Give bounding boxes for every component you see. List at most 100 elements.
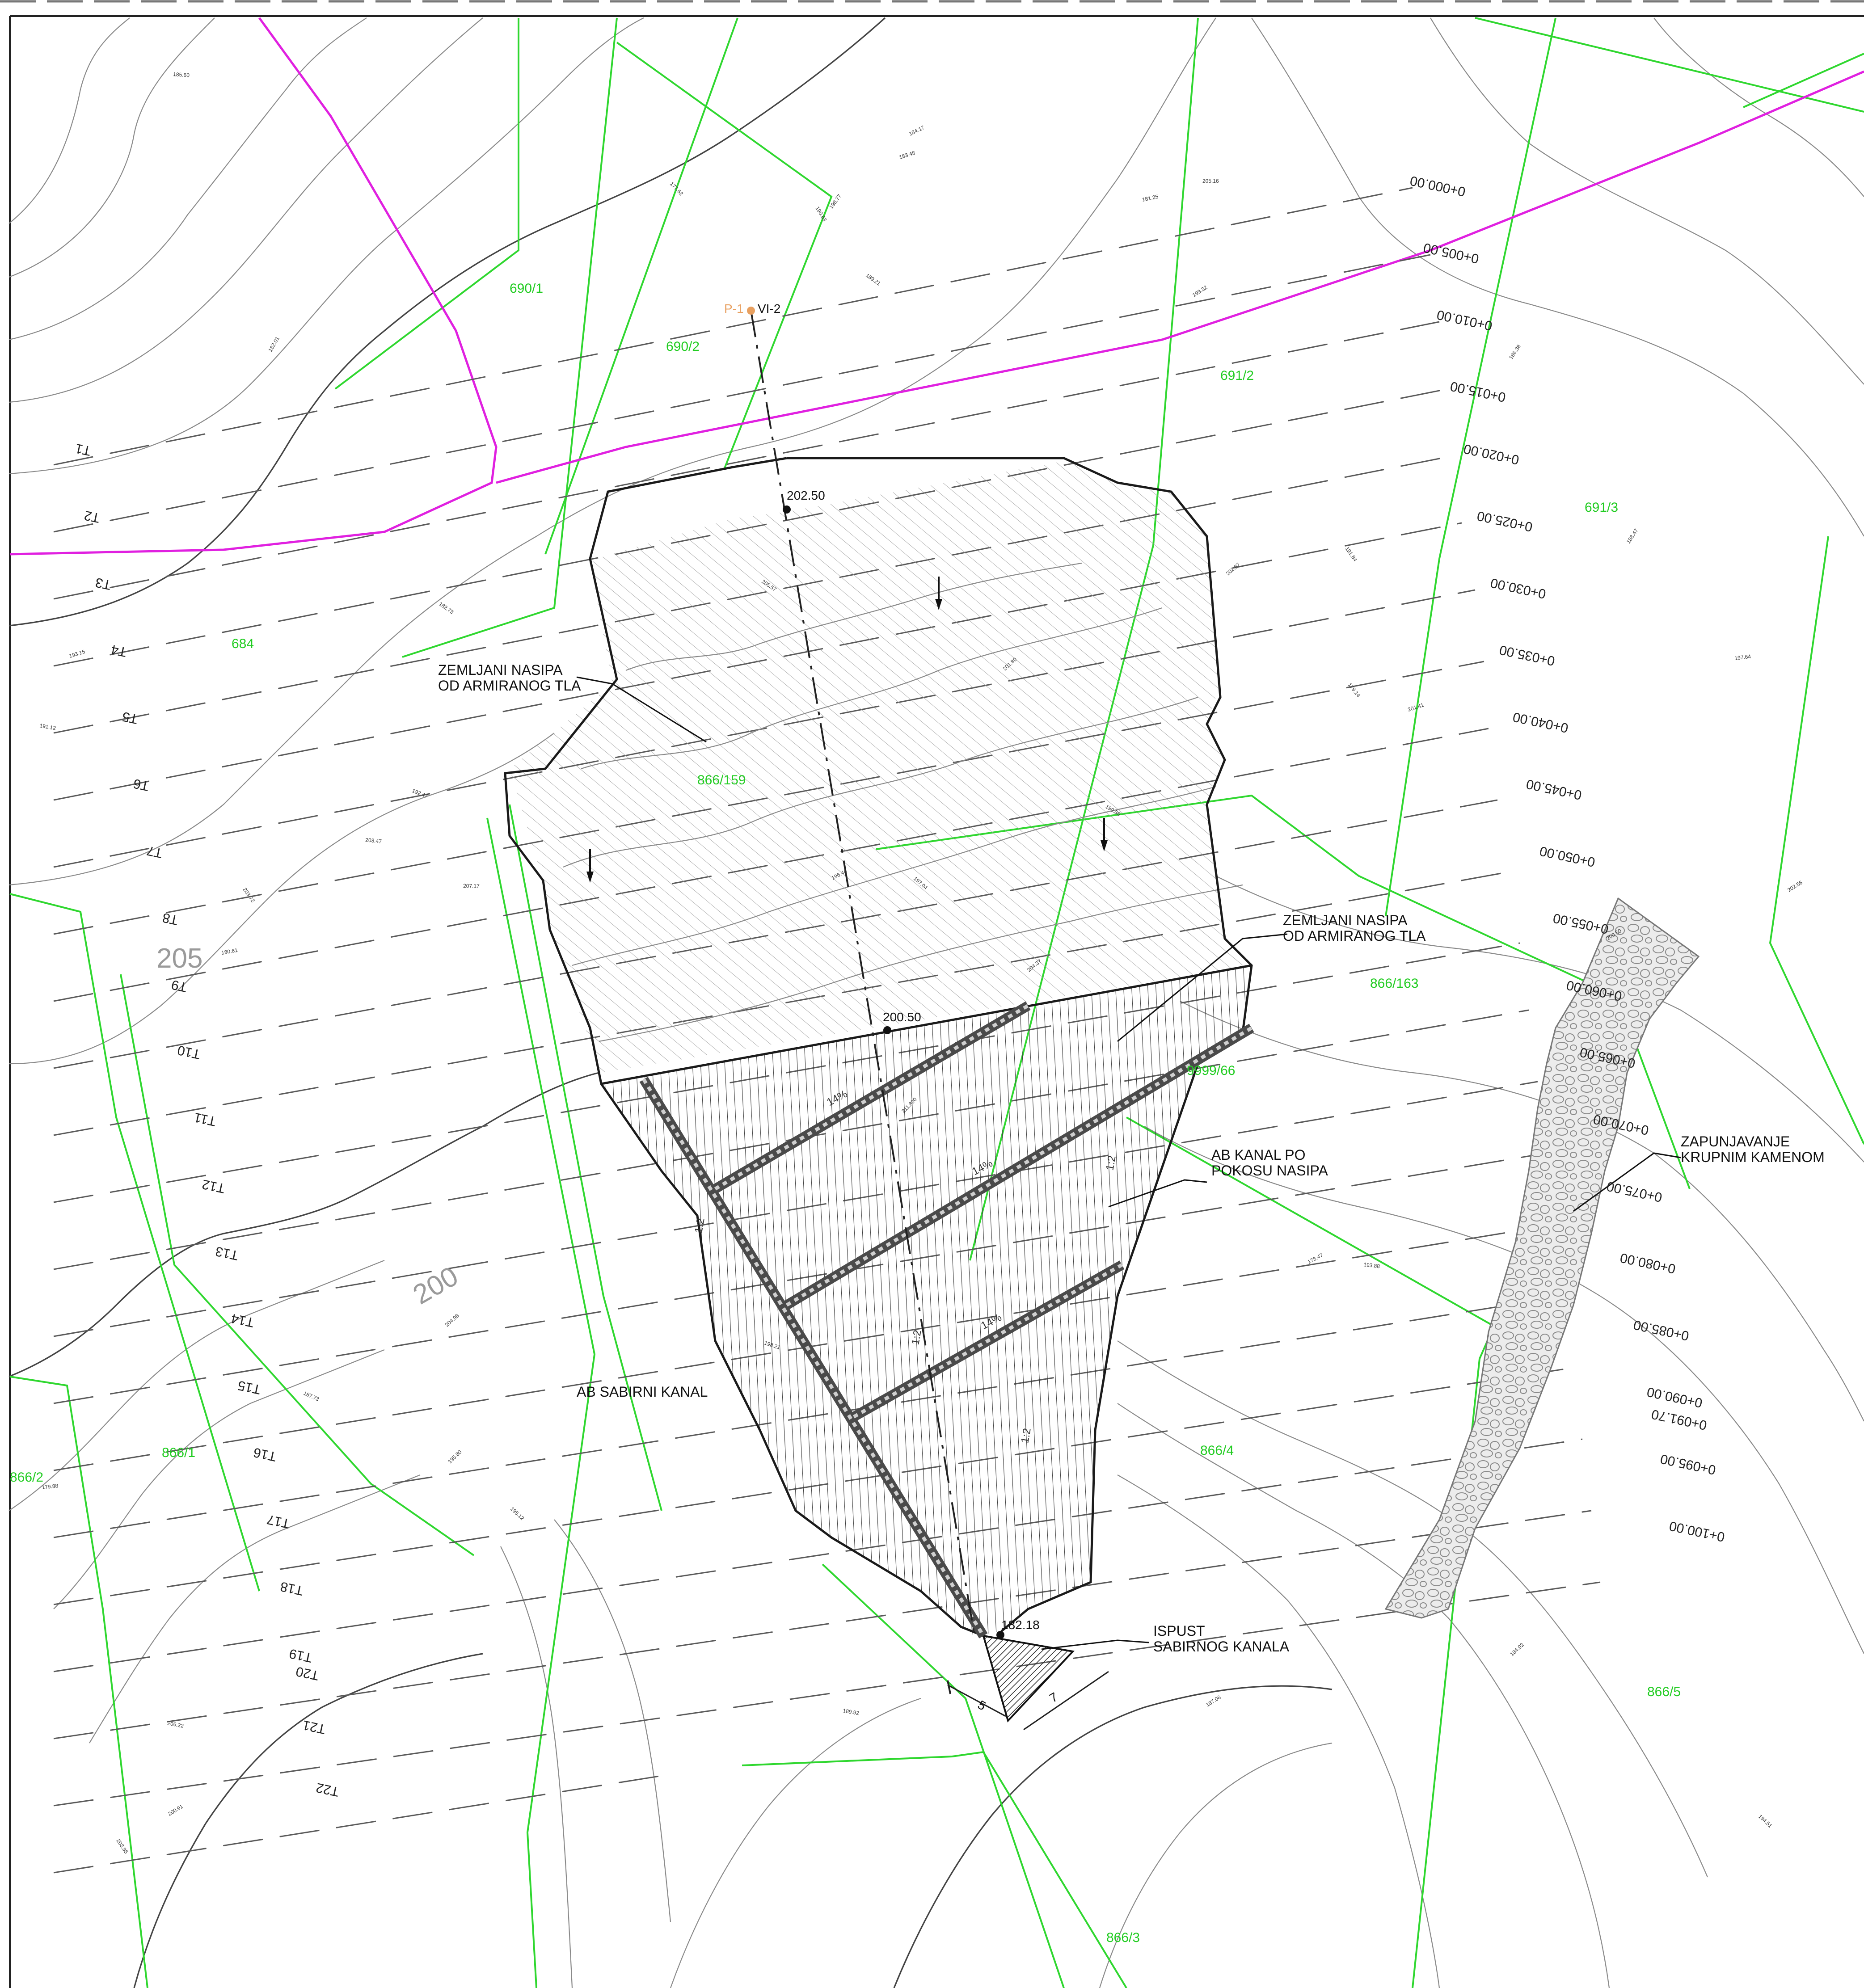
- parcel-label: 866/4: [1200, 1443, 1234, 1458]
- section-label: T5: [121, 709, 139, 727]
- slope-label: 1:2: [1019, 1427, 1033, 1444]
- station-labels: 0+000.00 0+005.00 0+010.00 0+015.00 0+02…: [1409, 173, 1726, 1544]
- slope-label: 1:2: [692, 1217, 707, 1234]
- outlet-structure: [982, 1634, 1075, 1723]
- section-label: T18: [279, 1579, 304, 1598]
- spot-height-label: 193.15: [68, 649, 86, 659]
- annotation-outlet-2: SABIRNOG KANALA: [1153, 1638, 1290, 1655]
- section-label: T13: [214, 1243, 240, 1263]
- section-label: T20: [295, 1664, 320, 1683]
- station-label: 0+035.00: [1498, 642, 1556, 668]
- crest-elevation: 202.50: [787, 489, 825, 502]
- annotation-ab-channel-2: POKOSU NASIPA: [1211, 1162, 1328, 1179]
- fill-outline: [504, 457, 1253, 1637]
- spot-height-label: 189.92: [842, 1707, 860, 1716]
- section-label: T10: [176, 1042, 202, 1061]
- spot-height-label: 207.17: [463, 883, 480, 889]
- embankment-slope: [601, 965, 1252, 1636]
- section-label: T4: [110, 642, 128, 660]
- spot-height-label: 182.73: [438, 601, 455, 615]
- riprap-zone: [1384, 897, 1700, 1619]
- leader-lines: [576, 676, 1681, 1650]
- spot-height-label: 191.12: [39, 722, 56, 731]
- annotation-riprap-1: ZAPUNJAVANJE: [1681, 1133, 1790, 1150]
- parcel-label: 691/3: [1585, 500, 1618, 515]
- parcel-label: 866/163: [1370, 976, 1418, 991]
- section-label: T16: [252, 1445, 278, 1464]
- spot-height-label: 186.38: [1508, 343, 1522, 361]
- parcel-label: 9999/66: [1187, 1063, 1235, 1078]
- section-label: T22: [315, 1780, 340, 1799]
- spot-height-label: 203.72: [242, 887, 257, 904]
- parcel-label: 690/2: [666, 339, 700, 354]
- section-label: T7: [145, 843, 164, 861]
- spot-height-label: 191.84: [1344, 546, 1359, 563]
- contour-label-205: 205: [156, 943, 202, 974]
- p1-label: P-1: [724, 302, 744, 316]
- v2-label: VI-2: [758, 302, 780, 316]
- spot-height-label: 195.12: [509, 1506, 526, 1521]
- section-label: T11: [193, 1110, 217, 1129]
- section-label: T8: [161, 910, 179, 928]
- annotation-fill-upper-2: OD ARMIRANOG TLA: [438, 678, 581, 694]
- earth-fill-upper: [510, 460, 1252, 1073]
- spot-height-label: 195.80: [447, 1449, 463, 1465]
- dimension-label: 7: [1047, 1690, 1060, 1706]
- spot-height-label: 194.51: [1757, 1813, 1774, 1829]
- spot-height-label: 185.60: [173, 71, 190, 79]
- section-label: T17: [266, 1512, 291, 1531]
- spot-height-label: 205.16: [1202, 178, 1219, 184]
- spot-height-label: 199.32: [1191, 284, 1209, 299]
- station-label: 0+005.00: [1422, 240, 1480, 266]
- slope-label: 1:2: [1104, 1154, 1118, 1171]
- parcel-label: 690/1: [510, 281, 543, 296]
- parcel-labels: 690/1 690/2 691/2 691/3 684 866/159 866/…: [10, 281, 1681, 1945]
- spot-height-label: 204.98: [444, 1312, 460, 1328]
- station-label: 0+010.00: [1435, 307, 1493, 333]
- slope-arrows: [586, 577, 1108, 883]
- annotation-riprap-2: KRUPNIM KAMENOM: [1681, 1149, 1825, 1165]
- annotation-fill-right-2: OD ARMIRANOG TLA: [1283, 928, 1426, 944]
- station-label: 0+080.00: [1619, 1250, 1677, 1276]
- section-label: T1: [74, 441, 92, 459]
- spot-height-label: 187.06: [1205, 1694, 1222, 1708]
- axis-line: [750, 310, 975, 1636]
- section-label: T9: [170, 977, 188, 995]
- spot-height-label: 190.63: [814, 205, 828, 223]
- terrain-contours: [8, 17, 1864, 1988]
- annotation-fill-upper-1: ZEMLJANI NASIPA: [438, 662, 563, 678]
- spot-height-label: 203.95: [115, 1838, 130, 1855]
- annotation-outlet-1: ISPUST: [1153, 1623, 1205, 1639]
- station-label: 0+030.00: [1489, 575, 1547, 601]
- spot-height-label: 179.14: [1347, 682, 1362, 699]
- station-label: 0+090.00: [1645, 1384, 1704, 1410]
- station-label: 0+000.00: [1409, 173, 1467, 199]
- station-label: 0+020.00: [1462, 441, 1520, 467]
- station-label: 0+045.00: [1525, 776, 1583, 802]
- spot-height-label: 202.56: [1786, 879, 1804, 893]
- spot-height-label: 184.17: [908, 124, 925, 137]
- concrete-channels: [639, 1001, 1254, 1638]
- slope-label: 1:2: [909, 1329, 924, 1346]
- p1-marker: [747, 307, 755, 315]
- spot-height-label: 181.25: [1142, 194, 1159, 203]
- spot-height-label: 180.61: [221, 947, 238, 956]
- station-label: 0+085.00: [1632, 1317, 1690, 1343]
- survey-points: [747, 307, 1004, 1639]
- section-label: T12: [201, 1176, 226, 1196]
- station-label: 0+100.00: [1668, 1518, 1726, 1544]
- annotations: ZEMLJANI NASIPA OD ARMIRANOG TLA ZEMLJAN…: [438, 662, 1825, 1655]
- parcel-label: 866/3: [1106, 1930, 1140, 1945]
- spot-height-label: 177.62: [669, 181, 685, 197]
- parcel-label: 866/5: [1647, 1685, 1681, 1699]
- annotation-collector: AB SABIRNI KANAL: [577, 1384, 708, 1400]
- mid-elevation: 200.50: [883, 1010, 921, 1024]
- spot-height-label: 179.88: [42, 1483, 59, 1491]
- dimension-lines: [947, 1671, 1109, 1731]
- section-label: T21: [301, 1717, 327, 1736]
- station-label: 0+055.00: [1552, 910, 1610, 936]
- contour-elevation-labels: 205 200: [156, 943, 464, 1310]
- parcel-label: 866/2: [10, 1470, 43, 1485]
- spot-height-label: 189.21: [865, 272, 881, 287]
